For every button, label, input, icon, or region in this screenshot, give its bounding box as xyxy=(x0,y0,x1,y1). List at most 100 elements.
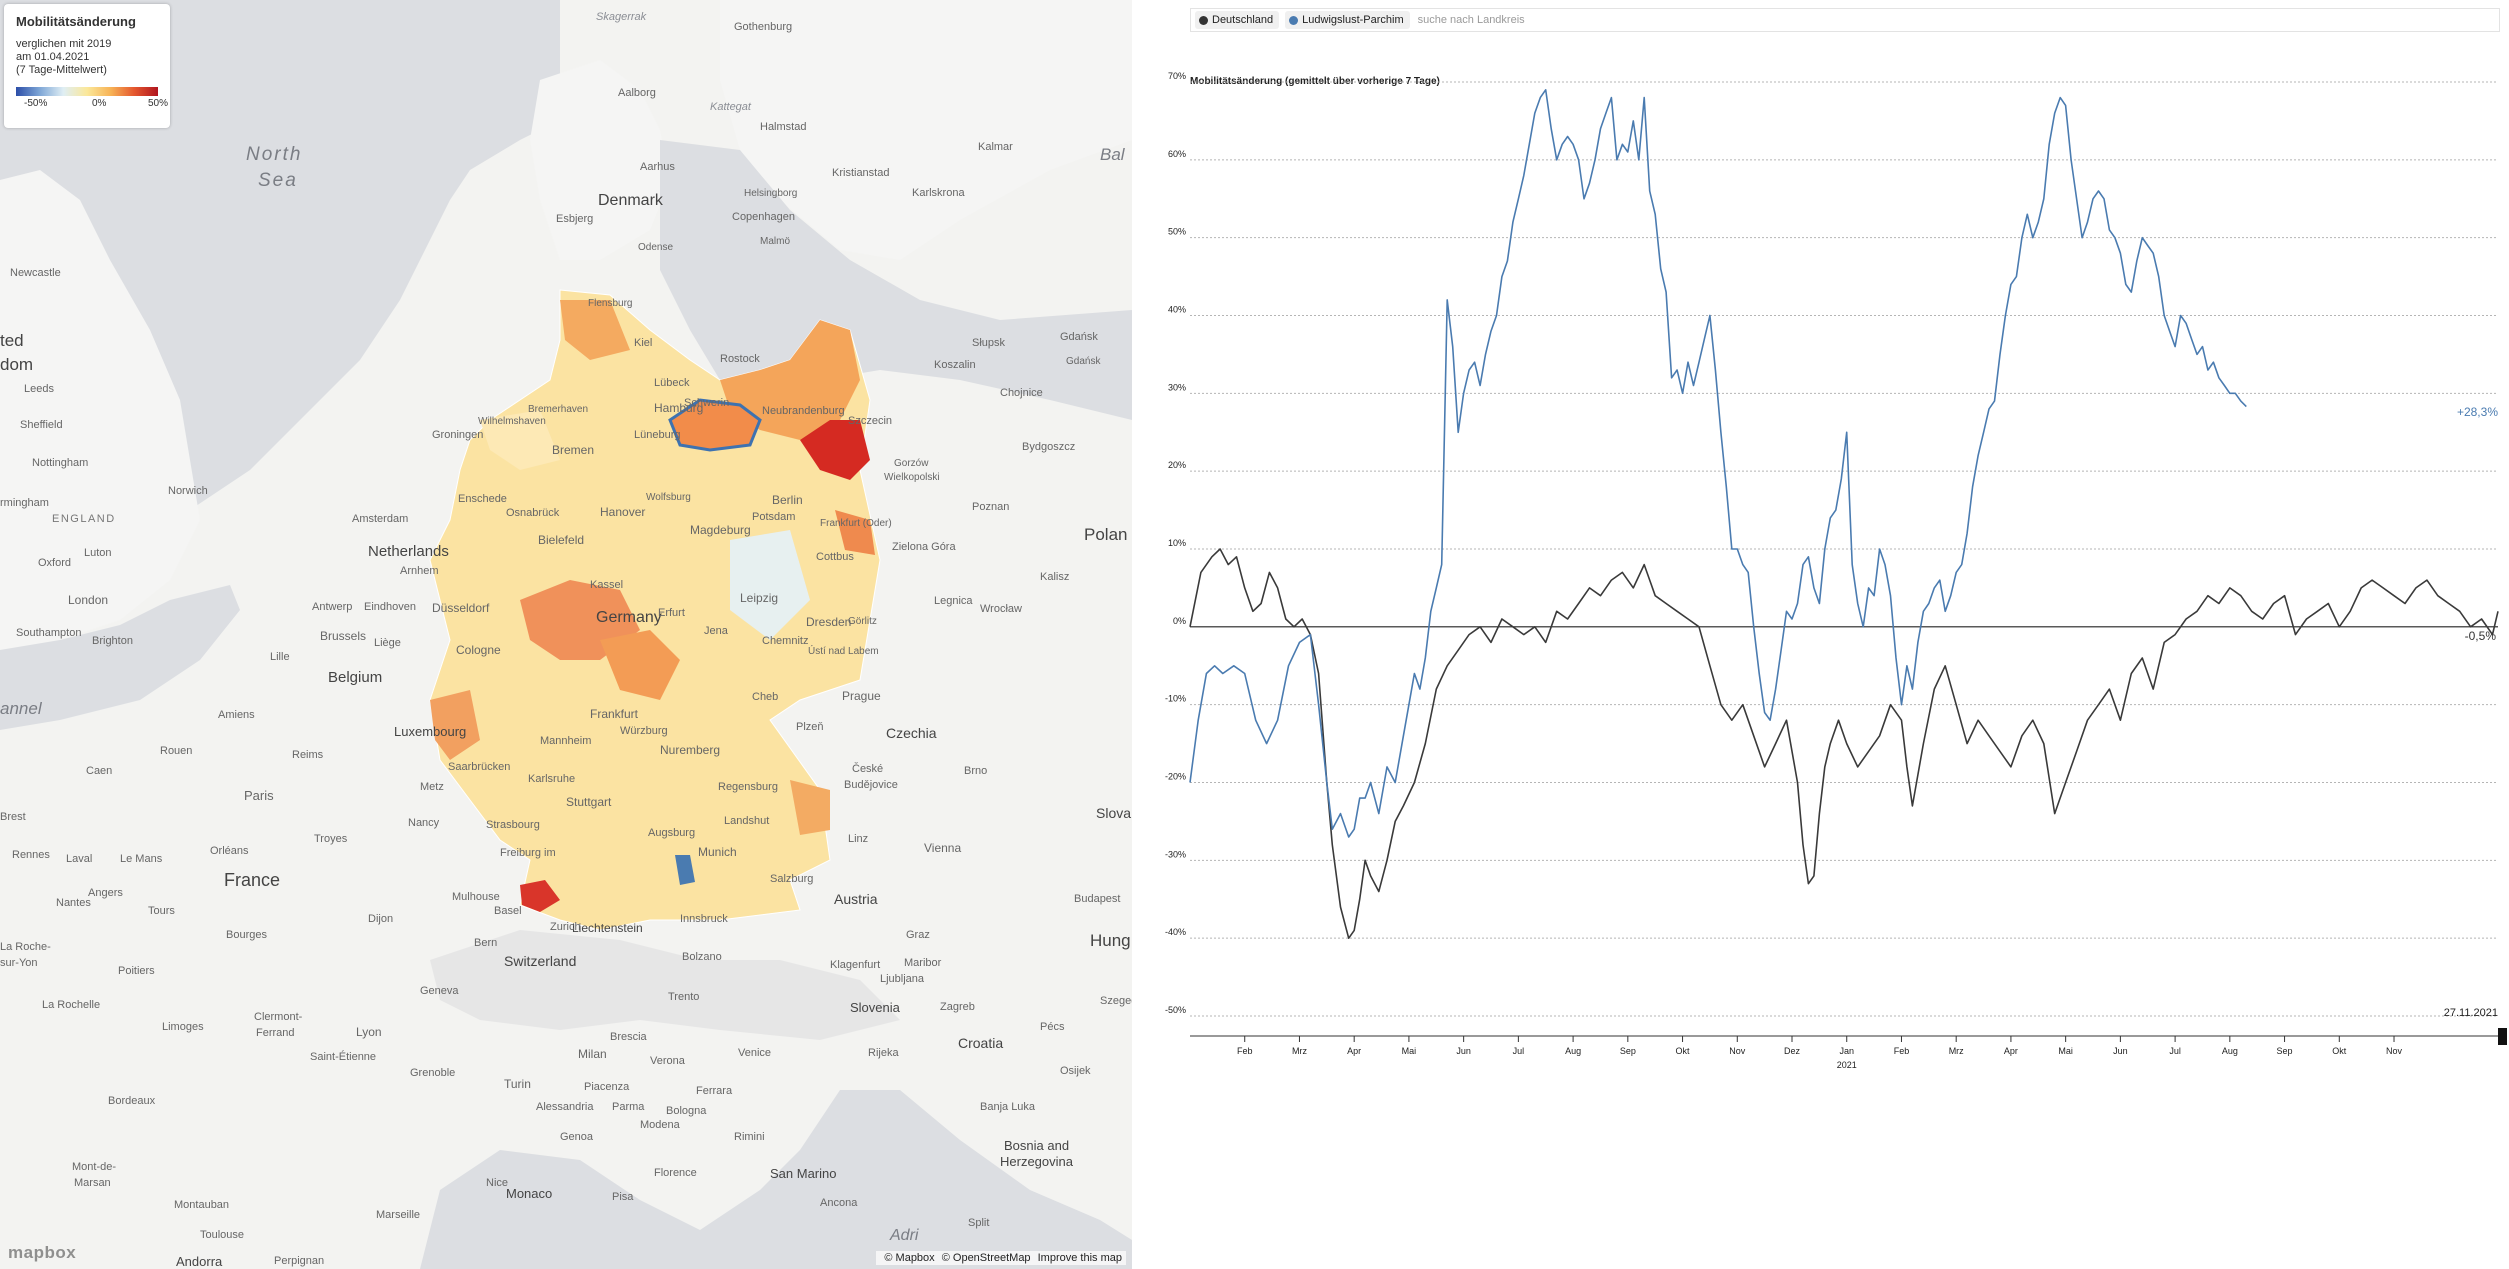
end-date-label: 27.11.2021 xyxy=(2444,1007,2498,1019)
label-poland: Polan xyxy=(1084,525,1127,544)
label-lille: Lille xyxy=(270,651,290,663)
label-netherlands: Netherlands xyxy=(368,543,449,560)
mapbox-logo[interactable]: mapbox xyxy=(8,1243,77,1262)
label-esbjerg: Esbjerg xyxy=(556,213,593,225)
label-nice: Nice xyxy=(486,1177,508,1189)
label-slovenia: Slovenia xyxy=(850,1000,901,1015)
label-denmark: Denmark xyxy=(598,192,664,209)
label-venice: Venice xyxy=(738,1047,771,1059)
label-enschede: Enschede xyxy=(458,493,507,505)
region-east-light xyxy=(730,530,810,640)
x-tick-label: Apr xyxy=(1347,1046,1361,1056)
label-dijon: Dijon xyxy=(368,913,393,925)
label-hungary: Hung xyxy=(1090,931,1131,950)
label-pisa: Pisa xyxy=(612,1191,634,1203)
chip-deutschland[interactable]: Deutschland xyxy=(1195,11,1280,29)
label-birmingham: rmingham xyxy=(0,497,49,509)
label-gdansk: Gdańsk xyxy=(1060,331,1098,343)
label-dresden: Dresden xyxy=(806,615,851,629)
map-canvas[interactable]: North Sea Denmark Germany Netherlands Be… xyxy=(0,0,1132,1269)
label-jena: Jena xyxy=(704,625,729,637)
region-west-border-orange xyxy=(430,690,480,760)
label-alessandria: Alessandria xyxy=(536,1101,594,1113)
label-legnica: Legnica xyxy=(934,595,973,607)
region-ludwigslust-parchim[interactable] xyxy=(668,398,762,452)
label-san-marino: San Marino xyxy=(770,1166,836,1181)
label-kassel: Kassel xyxy=(590,579,623,591)
y-tick-label: 0% xyxy=(1173,616,1186,626)
label-bolzano: Bolzano xyxy=(682,951,722,963)
chip-label: Ludwigslust-Parchim xyxy=(1302,14,1404,26)
label-kalisz: Kalisz xyxy=(1040,571,1069,583)
chart-x-ticks: Feb Mrz Apr Mai Jun Jul Aug Sep Okt Nov Dez Jan Feb M… xyxy=(1190,1035,2498,1070)
series-line-ludwigslust-parchim xyxy=(1189,89,2247,838)
label-aarhus: Aarhus xyxy=(640,161,675,173)
label-landshut: Landshut xyxy=(724,815,769,827)
region-east-border-orange xyxy=(835,510,875,555)
label-berlin: Berlin xyxy=(772,493,803,507)
y-tick-label: 40% xyxy=(1168,305,1186,315)
label-malmo: Malmö xyxy=(760,236,790,247)
chip-ludwigslust-parchim[interactable]: Ludwigslust-Parchim xyxy=(1285,11,1410,29)
label-munich: Munich xyxy=(698,845,737,859)
mobility-line-chart[interactable]: Mobilitätsänderung (gemittelt über vorhe… xyxy=(1132,0,2509,1269)
label-split: Split xyxy=(968,1217,989,1229)
label-liege: Liège xyxy=(374,637,401,649)
label-dusseldorf: Düsseldorf xyxy=(432,601,490,615)
label-frankfurt: Frankfurt xyxy=(590,707,639,721)
attribution-osm-link[interactable]: © OpenStreetMap xyxy=(941,1252,1031,1264)
label-antwerp: Antwerp xyxy=(312,601,352,613)
label-augsburg: Augsburg xyxy=(648,827,695,839)
label-nottingham: Nottingham xyxy=(32,457,88,469)
label-osijek: Osijek xyxy=(1060,1065,1091,1077)
region-north-sea-coast-light xyxy=(480,410,560,470)
label-bern: Bern xyxy=(474,937,497,949)
label-andorra: Andorra xyxy=(176,1254,223,1269)
label-montauban: Montauban xyxy=(174,1199,229,1211)
label-mont-de-2: Marsan xyxy=(74,1177,111,1189)
x-tick-label: Jul xyxy=(2169,1046,2181,1056)
label-cottbus: Cottbus xyxy=(816,551,854,563)
label-bydgoszcz: Bydgoszcz xyxy=(1022,441,1075,453)
label-potsdam: Potsdam xyxy=(752,511,795,523)
label-orleans: Orléans xyxy=(210,845,249,857)
map-panel[interactable]: North Sea Denmark Germany Netherlands Be… xyxy=(0,0,1132,1269)
label-slupsk: Słupsk xyxy=(972,337,1006,349)
label-verona: Verona xyxy=(650,1055,686,1067)
label-klagenfurt: Klagenfurt xyxy=(830,959,880,971)
time-range-handle[interactable] xyxy=(2498,1028,2507,1045)
label-wilhelmshaven: Wilhelmshaven xyxy=(478,416,546,427)
x-tick-label: Mrz xyxy=(1292,1046,1307,1056)
chart-series xyxy=(1189,89,2499,940)
y-tick-label: 10% xyxy=(1168,538,1186,548)
label-metz: Metz xyxy=(420,781,444,793)
landkreis-search-input[interactable] xyxy=(1415,13,1720,27)
x-tick-label: Feb xyxy=(1894,1046,1910,1056)
series-end-label-ludwigslust-parchim: +28,3% xyxy=(2457,405,2498,419)
attribution-improve-link[interactable]: Improve this map xyxy=(1037,1252,1122,1264)
label-limoges: Limoges xyxy=(162,1021,204,1033)
label-la-roche: La Roche- xyxy=(0,941,51,953)
label-belgium: Belgium xyxy=(328,669,382,686)
label-gorzow: Gorzów xyxy=(894,458,929,469)
label-laval: Laval xyxy=(66,853,92,865)
x-tick-label: Nov xyxy=(1729,1046,1746,1056)
label-ferrara: Ferrara xyxy=(696,1085,733,1097)
legend-subtitle-date: am 01.04.2021 xyxy=(16,51,90,63)
attribution-mapbox-link[interactable]: © Mapbox xyxy=(884,1252,935,1264)
label-kalmar: Kalmar xyxy=(978,141,1013,153)
region-north-west-orange xyxy=(560,300,630,360)
label-florence: Florence xyxy=(654,1167,697,1179)
y-tick-label: -50% xyxy=(1165,1005,1186,1015)
legend-tick-low: -50% xyxy=(24,98,48,109)
x-tick-label: Mai xyxy=(2058,1046,2073,1056)
label-halmstad: Halmstad xyxy=(760,121,806,133)
label-wolfsburg: Wolfsburg xyxy=(646,492,691,503)
label-ceske: České xyxy=(852,762,883,775)
label-clermont: Clermont- xyxy=(254,1011,303,1023)
label-wroclaw: Wrocław xyxy=(980,603,1022,615)
label-zurich: Zurich xyxy=(550,921,581,933)
y-tick-label: -40% xyxy=(1165,927,1186,937)
region-south-blue xyxy=(675,855,695,885)
label-saint-etienne: Saint-Étienne xyxy=(310,1050,376,1063)
